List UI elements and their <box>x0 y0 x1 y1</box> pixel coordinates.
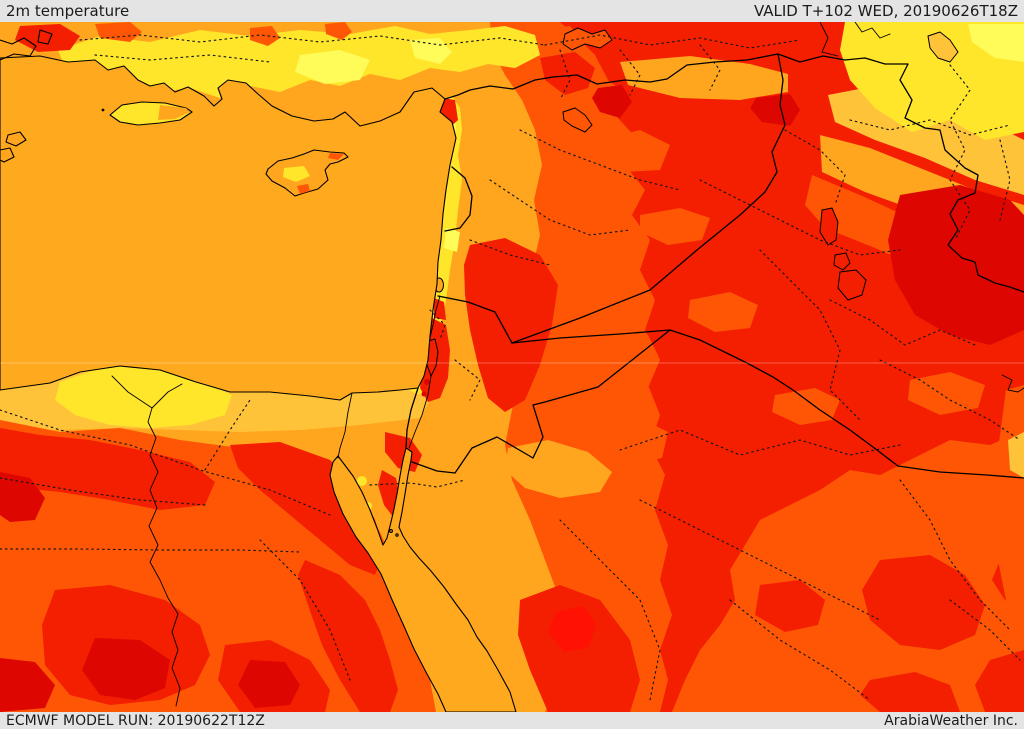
marmara-island <box>37 29 53 45</box>
valid-time-label: VALID T+102 WED, 20190626T18Z <box>753 2 1018 20</box>
syria-iraq-border <box>511 53 786 344</box>
lake-habbaniyah <box>833 252 851 271</box>
small-island-dot <box>101 108 105 112</box>
temperature-fill-layer <box>0 22 1024 712</box>
tiran-island <box>389 529 393 533</box>
islands-layer <box>0 29 349 197</box>
suez-canal-line <box>337 392 353 459</box>
rhodes-island <box>109 101 193 126</box>
brand-label: ArabiaWeather Inc. <box>884 712 1018 729</box>
lake-ataturk <box>562 27 613 51</box>
turkey-northeast-border <box>819 22 891 57</box>
cyprus-island <box>265 149 349 197</box>
jordan-iraq-border <box>511 329 671 344</box>
iraq-saudi-border <box>669 329 1024 479</box>
marmara-coastline <box>0 37 37 61</box>
nile-delta-branch-west <box>111 375 153 409</box>
map-footer-bar: ECMWF MODEL RUN: 20190622T12Z ArabiaWeat… <box>0 712 1024 729</box>
temperature-map <box>0 22 1024 712</box>
jordan-saudi-border <box>411 329 671 474</box>
nile-delta-branch-east <box>151 383 183 409</box>
map-header-bar: 2m temperature VALID T+102 WED, 20190626… <box>0 0 1024 22</box>
lake-razzaza <box>837 269 867 301</box>
wadi-araba-line <box>408 375 432 449</box>
tiran-island-2 <box>395 533 399 537</box>
temperature-map-canvas <box>0 22 1024 712</box>
shatt-al-arab-line <box>1001 374 1024 393</box>
syria-jordan-border <box>437 295 513 344</box>
border-layer <box>111 22 1024 707</box>
red-sea <box>329 447 517 712</box>
lake-urmia <box>927 31 959 63</box>
admin-boundary-layer <box>0 34 1021 701</box>
page-title: 2m temperature <box>6 2 130 20</box>
jordan-river-line <box>429 295 441 339</box>
egypt-israel-border <box>405 387 419 449</box>
sea-layer <box>0 55 517 712</box>
lake-tharthar <box>819 207 839 246</box>
lebanon-syria-border <box>444 166 473 232</box>
model-run-label: ECMWF MODEL RUN: 20190622T12Z <box>6 712 265 729</box>
aegean-island <box>5 131 27 147</box>
aegean-island-2 <box>0 147 15 163</box>
lake-assad <box>562 107 593 133</box>
